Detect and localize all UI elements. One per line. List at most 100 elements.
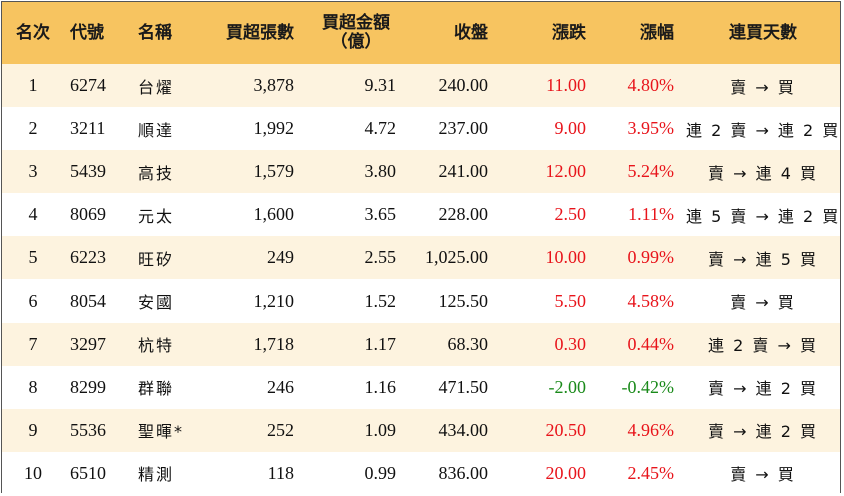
buy-lots-cell: 1,579 — [253, 161, 295, 182]
buy-lots-cell: 246 — [267, 376, 294, 397]
buy-lots-cell: 1,718 — [253, 333, 295, 354]
rank-cell: 5 — [28, 247, 38, 268]
change-cell: 12.00 — [545, 161, 587, 182]
change-cell: 9.00 — [554, 118, 587, 139]
table-row: 3 5439 高技 1,579 3.80 241.00 12.00 5.24% … — [2, 150, 840, 194]
rank-cell: 8 — [28, 376, 38, 397]
change-cell: -2.00 — [548, 376, 587, 397]
close-cell: 237.00 — [438, 118, 489, 139]
header-streak: 連買天數 — [729, 22, 797, 43]
change-cell: 2.50 — [554, 204, 587, 225]
code-cell: 8299 — [70, 376, 106, 397]
close-cell: 836.00 — [438, 462, 489, 483]
change-cell: 5.50 — [554, 290, 587, 311]
header-pct: 漲幅 — [640, 22, 674, 43]
table-body: 1 6274 台燿 3,878 9.31 240.00 11.00 4.80% … — [2, 64, 840, 495]
buy-lots-cell: 1,600 — [253, 204, 295, 225]
streak-cell: 賣 → 連 2 買 — [708, 379, 818, 399]
rank-cell: 3 — [28, 161, 38, 182]
buy-amount-cell: 4.72 — [364, 118, 397, 139]
code-cell: 3211 — [70, 118, 106, 139]
header-buy-amount-line1: 買超金額 — [322, 13, 390, 33]
name-cell: 安國 — [138, 293, 175, 313]
pct-cell: 3.95% — [627, 118, 675, 139]
streak-cell: 賣 → 連 4 買 — [708, 163, 818, 183]
close-cell: 471.50 — [438, 376, 489, 397]
streak-cell: 連 2 賣 → 買 — [708, 336, 818, 356]
name-cell: 群聯 — [138, 379, 175, 399]
name-cell: 順達 — [138, 120, 175, 140]
streak-cell: 賣 → 買 — [730, 77, 796, 97]
buy-amount-cell: 2.55 — [364, 247, 397, 268]
code-cell: 6274 — [70, 75, 106, 96]
buy-lots-cell: 3,878 — [253, 75, 295, 96]
streak-cell: 連 5 賣 → 連 2 買 — [686, 206, 841, 226]
rank-cell: 7 — [28, 333, 38, 354]
rank-cell: 10 — [24, 462, 42, 483]
table-row: 9 5536 聖暉* 252 1.09 434.00 20.50 4.96% 賣… — [2, 408, 840, 452]
buy-lots-cell: 252 — [267, 419, 294, 440]
code-cell: 3297 — [70, 333, 106, 354]
pct-cell: 0.44% — [627, 333, 675, 354]
name-cell: 杭特 — [138, 336, 175, 356]
close-cell: 241.00 — [438, 161, 489, 182]
name-cell: 聖暉* — [138, 422, 185, 442]
table-row: 2 3211 順達 1,992 4.72 237.00 9.00 3.95% 連… — [2, 107, 841, 151]
header-code: 代號 — [70, 22, 104, 43]
change-cell: 11.00 — [546, 75, 586, 96]
close-cell: 68.30 — [447, 333, 489, 354]
header-change: 漲跌 — [552, 22, 586, 43]
rank-cell: 6 — [28, 290, 38, 311]
rank-cell: 2 — [28, 118, 38, 139]
streak-cell: 連 2 賣 → 連 2 買 — [686, 120, 841, 140]
buy-amount-cell: 1.52 — [364, 290, 397, 311]
pct-cell: 1.11% — [628, 204, 674, 225]
close-cell: 1,025.00 — [425, 247, 488, 268]
pct-cell: 4.58% — [627, 290, 675, 311]
streak-cell: 賣 → 買 — [730, 293, 796, 313]
change-cell: 0.30 — [554, 333, 587, 354]
code-cell: 6223 — [70, 247, 106, 268]
close-cell: 434.00 — [438, 419, 489, 440]
rank-cell: 9 — [28, 419, 38, 440]
code-cell: 8069 — [70, 204, 106, 225]
close-cell: 125.50 — [438, 290, 489, 311]
pct-cell: 0.99% — [627, 247, 675, 268]
table-row: 10 6510 精測 118 0.99 836.00 20.00 2.45% 賣… — [2, 451, 840, 495]
table-row: 1 6274 台燿 3,878 9.31 240.00 11.00 4.80% … — [2, 64, 840, 108]
buy-lots-cell: 1,992 — [253, 118, 295, 139]
name-cell: 台燿 — [138, 77, 175, 97]
header-buy-amount-line2: （億） — [330, 32, 382, 52]
buy-amount-cell: 9.31 — [364, 75, 397, 96]
name-cell: 高技 — [138, 163, 175, 183]
pct-cell: -0.42% — [621, 376, 675, 397]
buy-lots-cell: 118 — [267, 462, 294, 483]
buy-amount-cell: 1.17 — [364, 333, 397, 354]
table-row: 5 6223 旺矽 249 2.55 1,025.00 10.00 0.99% … — [2, 236, 840, 280]
name-cell: 精測 — [138, 465, 175, 485]
code-cell: 8054 — [70, 290, 106, 311]
header-row: 名次 代號 名稱 買超張數 買超金額 （億） 收盤 漲跌 漲幅 連買天數 — [2, 2, 840, 64]
pct-cell: 4.80% — [627, 75, 675, 96]
streak-cell: 賣 → 連 5 買 — [708, 249, 818, 269]
buy-lots-cell: 249 — [267, 247, 294, 268]
code-cell: 6510 — [70, 462, 106, 483]
table-row: 7 3297 杭特 1,718 1.17 68.30 0.30 0.44% 連 … — [2, 322, 840, 366]
buy-amount-cell: 3.80 — [364, 161, 397, 182]
table-row: 8 8299 群聯 246 1.16 471.50 -2.00 -0.42% 賣… — [2, 365, 840, 409]
buy-amount-cell: 1.09 — [364, 419, 397, 440]
header-buy-amount: 買超金額 （億） — [306, 2, 406, 64]
rank-cell: 4 — [28, 204, 38, 225]
rank-cell: 1 — [28, 75, 38, 96]
pct-cell: 2.45% — [627, 462, 675, 483]
header-buy-lots: 買超張數 — [226, 22, 294, 43]
close-cell: 240.00 — [438, 75, 489, 96]
buy-amount-cell: 1.16 — [364, 376, 397, 397]
table-row: 4 8069 元太 1,600 3.65 228.00 2.50 1.11% 連… — [2, 193, 841, 237]
table-header: 名次 代號 名稱 買超張數 買超金額 （億） 收盤 漲跌 漲幅 連買天數 — [2, 2, 840, 64]
header-close: 收盤 — [454, 22, 488, 43]
change-cell: 20.00 — [545, 462, 587, 483]
buy-amount-cell: 0.99 — [364, 462, 397, 483]
buy-amount-cell: 3.65 — [364, 204, 397, 225]
